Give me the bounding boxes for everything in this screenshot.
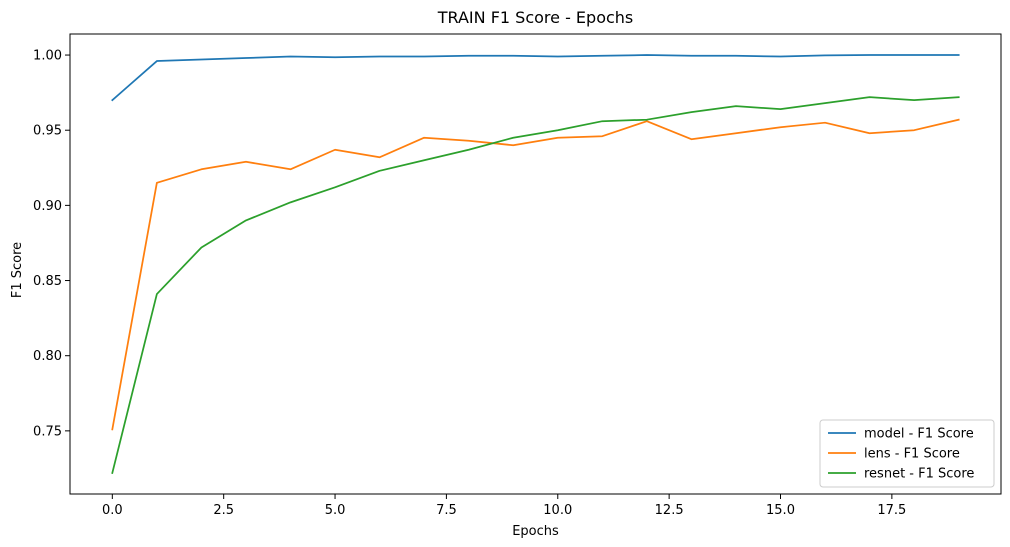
legend: model - F1 Score lens - F1 Score resnet - … (819, 419, 995, 488)
plot-frame (69, 33, 1002, 495)
x-tick-label: 0.0 (102, 503, 123, 518)
legend-box (819, 419, 995, 488)
legend-label-0: model - F1 Score (864, 427, 974, 442)
y-tick-label: 0.90 (33, 199, 62, 214)
x-tick-label: 7.5 (436, 503, 457, 518)
y-axis-label: F1 Score (10, 242, 25, 298)
series-line-0 (111, 54, 960, 102)
y-tick-label: 0.80 (33, 349, 62, 364)
legend-label-1: lens - F1 Score (864, 447, 960, 462)
legend-label-2: resnet - F1 Score (864, 467, 974, 482)
y-tick-label: 0.85 (33, 274, 62, 289)
y-tick-label: 0.75 (33, 424, 62, 439)
y-axis: 0.75 0.80 0.85 0.90 0.95 1.00 (33, 49, 70, 439)
y-tick-label: 0.95 (33, 124, 62, 139)
x-tick-label: 5.0 (325, 503, 346, 518)
x-axis-label: Epochs (512, 524, 559, 539)
series-layer (111, 54, 960, 475)
series-line-2 (111, 96, 960, 475)
series-line-1 (111, 118, 960, 431)
x-tick-label: 2.5 (213, 503, 234, 518)
x-axis: 0.0 2.5 5.0 7.5 10.0 12.5 15.0 17.5 (102, 494, 906, 518)
chart-title: TRAIN F1 Score - Epochs (437, 8, 634, 27)
x-tick-label: 10.0 (543, 503, 572, 518)
x-tick-label: 15.0 (766, 503, 795, 518)
x-tick-label: 12.5 (655, 503, 684, 518)
y-tick-label: 1.00 (33, 49, 62, 64)
x-tick-label: 17.5 (877, 503, 906, 518)
